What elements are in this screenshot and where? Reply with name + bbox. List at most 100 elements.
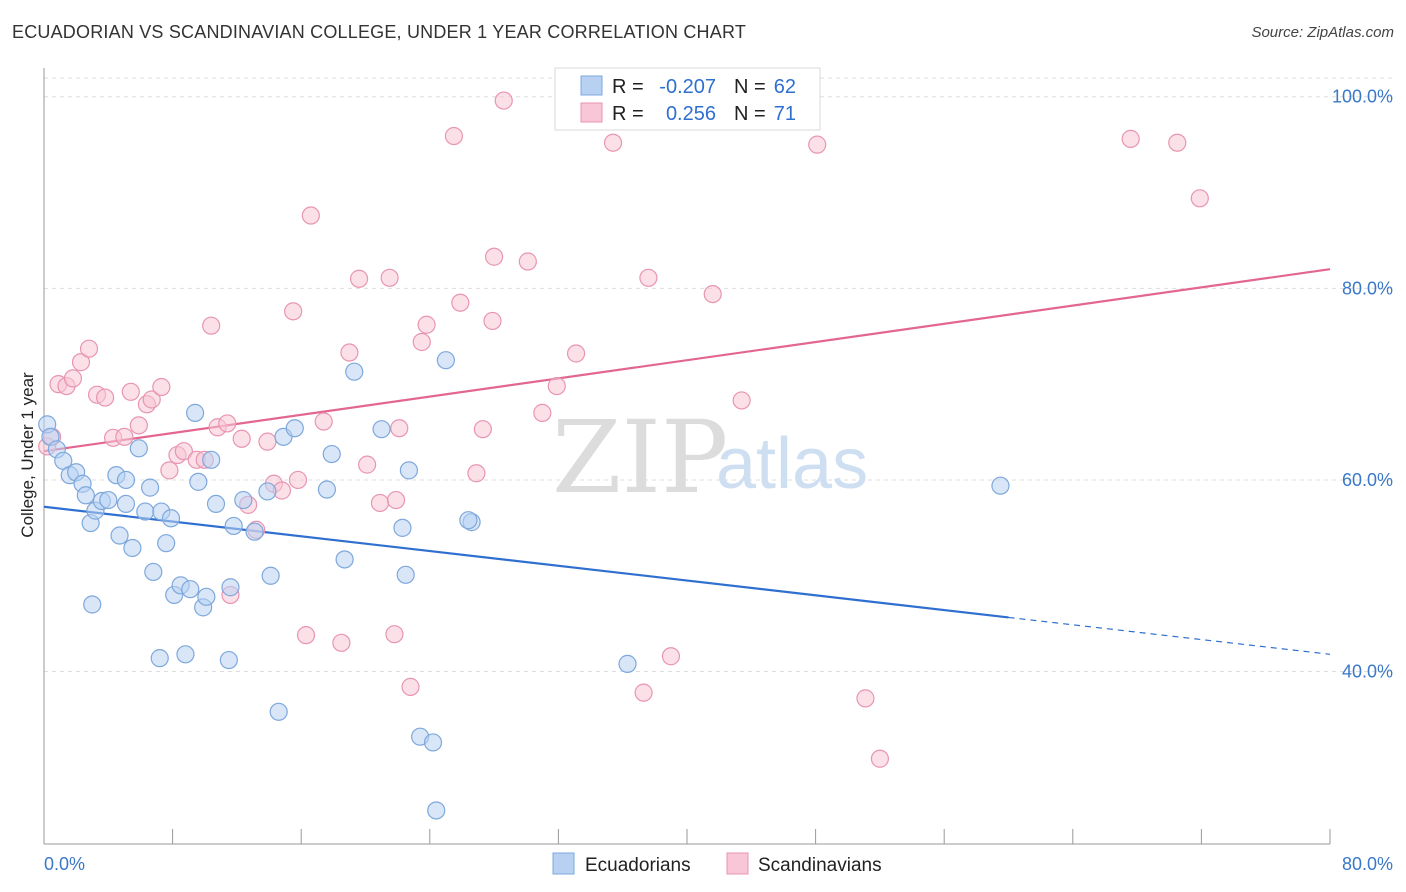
legend-swatch-blue <box>580 75 603 96</box>
legend-r-label-2: R = <box>612 103 644 125</box>
ecuadorian-point-45 <box>317 480 337 499</box>
scandinavian-point-41 <box>380 268 399 287</box>
ecuadorian-point-21 <box>150 649 169 668</box>
scandinavian-point-57 <box>547 376 566 396</box>
scandinavian-point-32 <box>288 470 308 490</box>
ecuadorian-point-60 <box>991 476 1010 495</box>
legend-n-value-1: 62 <box>774 76 796 98</box>
scandinavian-point-34 <box>301 206 320 225</box>
scandinavian-point-8 <box>95 388 115 407</box>
legend-r-value-2: 0.256 <box>666 103 716 125</box>
ecuadorian-point-38 <box>234 490 253 510</box>
chart-title: ECUADORIAN VS SCANDINAVIAN COLLEGE, UNDE… <box>12 22 747 42</box>
ecuadorian-point-14 <box>116 494 136 514</box>
legend-n-label-1: N = <box>734 76 766 98</box>
scandinavian-point-62 <box>661 647 681 666</box>
ecuadorian-point-28 <box>181 580 200 599</box>
scandinavian-point-5 <box>71 353 91 372</box>
scandinavian-point-44 <box>390 419 409 438</box>
series-legend-swatch-ecuadorians <box>552 852 575 875</box>
scandinavian-point-43 <box>386 490 406 510</box>
ecuadorian-point-11 <box>99 490 118 510</box>
ecuadorian-point-18 <box>136 502 155 521</box>
ecuadorian-point-50 <box>393 518 412 537</box>
legend-swatch-pink <box>580 102 603 123</box>
ecuadorian-point-36 <box>221 578 240 597</box>
scandinavian-point-18 <box>174 442 193 461</box>
scandinavian-point-61 <box>639 268 658 287</box>
scandinavian-point-69 <box>1121 129 1140 148</box>
grid-layer <box>44 77 1392 673</box>
ecuadorian-point-47 <box>335 550 354 569</box>
scandinavian-point-42 <box>385 625 404 644</box>
ecuadorian-trend-extension <box>1008 616 1331 655</box>
ecuadorian-point-41 <box>261 566 280 585</box>
chart-source: Source: ZipAtlas.com <box>1251 24 1394 41</box>
scandinavian-point-12 <box>129 416 148 435</box>
scandinavian-point-60 <box>634 683 653 702</box>
scandinavian-point-54 <box>494 91 513 110</box>
scandinavian-point-70 <box>1168 133 1187 152</box>
ecuadorian-point-15 <box>116 470 136 490</box>
ecuadorian-point-29 <box>186 403 205 422</box>
scandinavian-point-33 <box>296 626 316 645</box>
ecuadorian-point-39 <box>245 522 264 541</box>
scandinavian-point-31 <box>284 302 303 321</box>
ecuadorian-point-55 <box>427 801 446 820</box>
ecuadorian-point-27 <box>176 645 195 664</box>
ecuadorian-point-48 <box>345 362 364 381</box>
scandinavian-point-16 <box>160 461 179 480</box>
scandinavian-point-71 <box>1190 189 1209 208</box>
ecuadorian-point-23 <box>157 534 176 553</box>
scandinavian-point-38 <box>349 269 369 288</box>
scandinavian-point-15 <box>152 377 171 397</box>
ecuadorian-point-24 <box>161 509 181 528</box>
y-tick-label-100: 100.0% <box>1332 87 1393 107</box>
ecuadorian-point-17 <box>129 439 148 458</box>
ecuadorian-point-54 <box>423 733 443 752</box>
y-tick-label-80: 80.0% <box>1342 278 1393 298</box>
ecuadorian-trend-line <box>43 505 1009 619</box>
y-tick-label-40: 40.0% <box>1342 662 1393 682</box>
trend-lines <box>43 268 1331 655</box>
watermark-zip: ZIP <box>552 399 728 516</box>
scandinavian-point-68 <box>870 749 890 768</box>
scandinavian-point-11 <box>121 382 140 401</box>
scandinavian-point-25 <box>232 429 251 448</box>
ecuadorian-point-37 <box>224 516 243 536</box>
ecuadorian-point-35 <box>219 650 238 670</box>
y-axis-label: College, Under 1 year <box>18 372 37 538</box>
series-legend: Ecuadorians Scandinavians <box>552 852 882 876</box>
legend-r-label-1: R = <box>612 76 644 98</box>
scandinavian-trend-line <box>43 268 1331 453</box>
scandinavian-point-6 <box>79 339 99 358</box>
scandinavian-point-21 <box>202 316 221 335</box>
ecuadorian-point-33 <box>202 450 221 469</box>
ecuadorian-point-13 <box>110 526 129 545</box>
ecuadorian-point-56 <box>436 351 455 370</box>
stats-legend: R = -0.207 N = 62 R = 0.256 N = 71 <box>554 67 821 131</box>
ecuadorian-points <box>38 351 1010 820</box>
ecuadorian-point-58 <box>459 511 478 530</box>
scandinavian-point-35 <box>314 412 333 431</box>
ecuadorian-point-59 <box>618 654 637 673</box>
scandinavian-point-59 <box>603 133 623 152</box>
scandinavian-point-52 <box>483 311 502 331</box>
y-tick-labels: 40.0% 60.0% 80.0% 100.0% <box>1332 87 1393 682</box>
ecuadorian-point-32 <box>197 587 216 606</box>
scandinavian-point-28 <box>258 432 277 451</box>
scandinavian-point-51 <box>473 420 492 439</box>
scandinavian-point-14 <box>142 390 161 409</box>
scandinavian-point-47 <box>417 315 436 334</box>
scandinavian-point-66 <box>808 135 827 154</box>
legend-n-label-2: N = <box>734 103 766 125</box>
series-legend-swatch-scandinavians <box>726 852 749 875</box>
watermark-atlas: atlas <box>716 424 868 504</box>
scandinavian-point-39 <box>358 455 377 474</box>
y-tick-label-60: 60.0% <box>1342 470 1393 490</box>
ecuadorian-point-44 <box>285 419 304 438</box>
legend-r-value-1: -0.207 <box>659 76 716 98</box>
scandinavian-points <box>38 91 1209 768</box>
legend-n-value-2: 71 <box>774 103 796 125</box>
